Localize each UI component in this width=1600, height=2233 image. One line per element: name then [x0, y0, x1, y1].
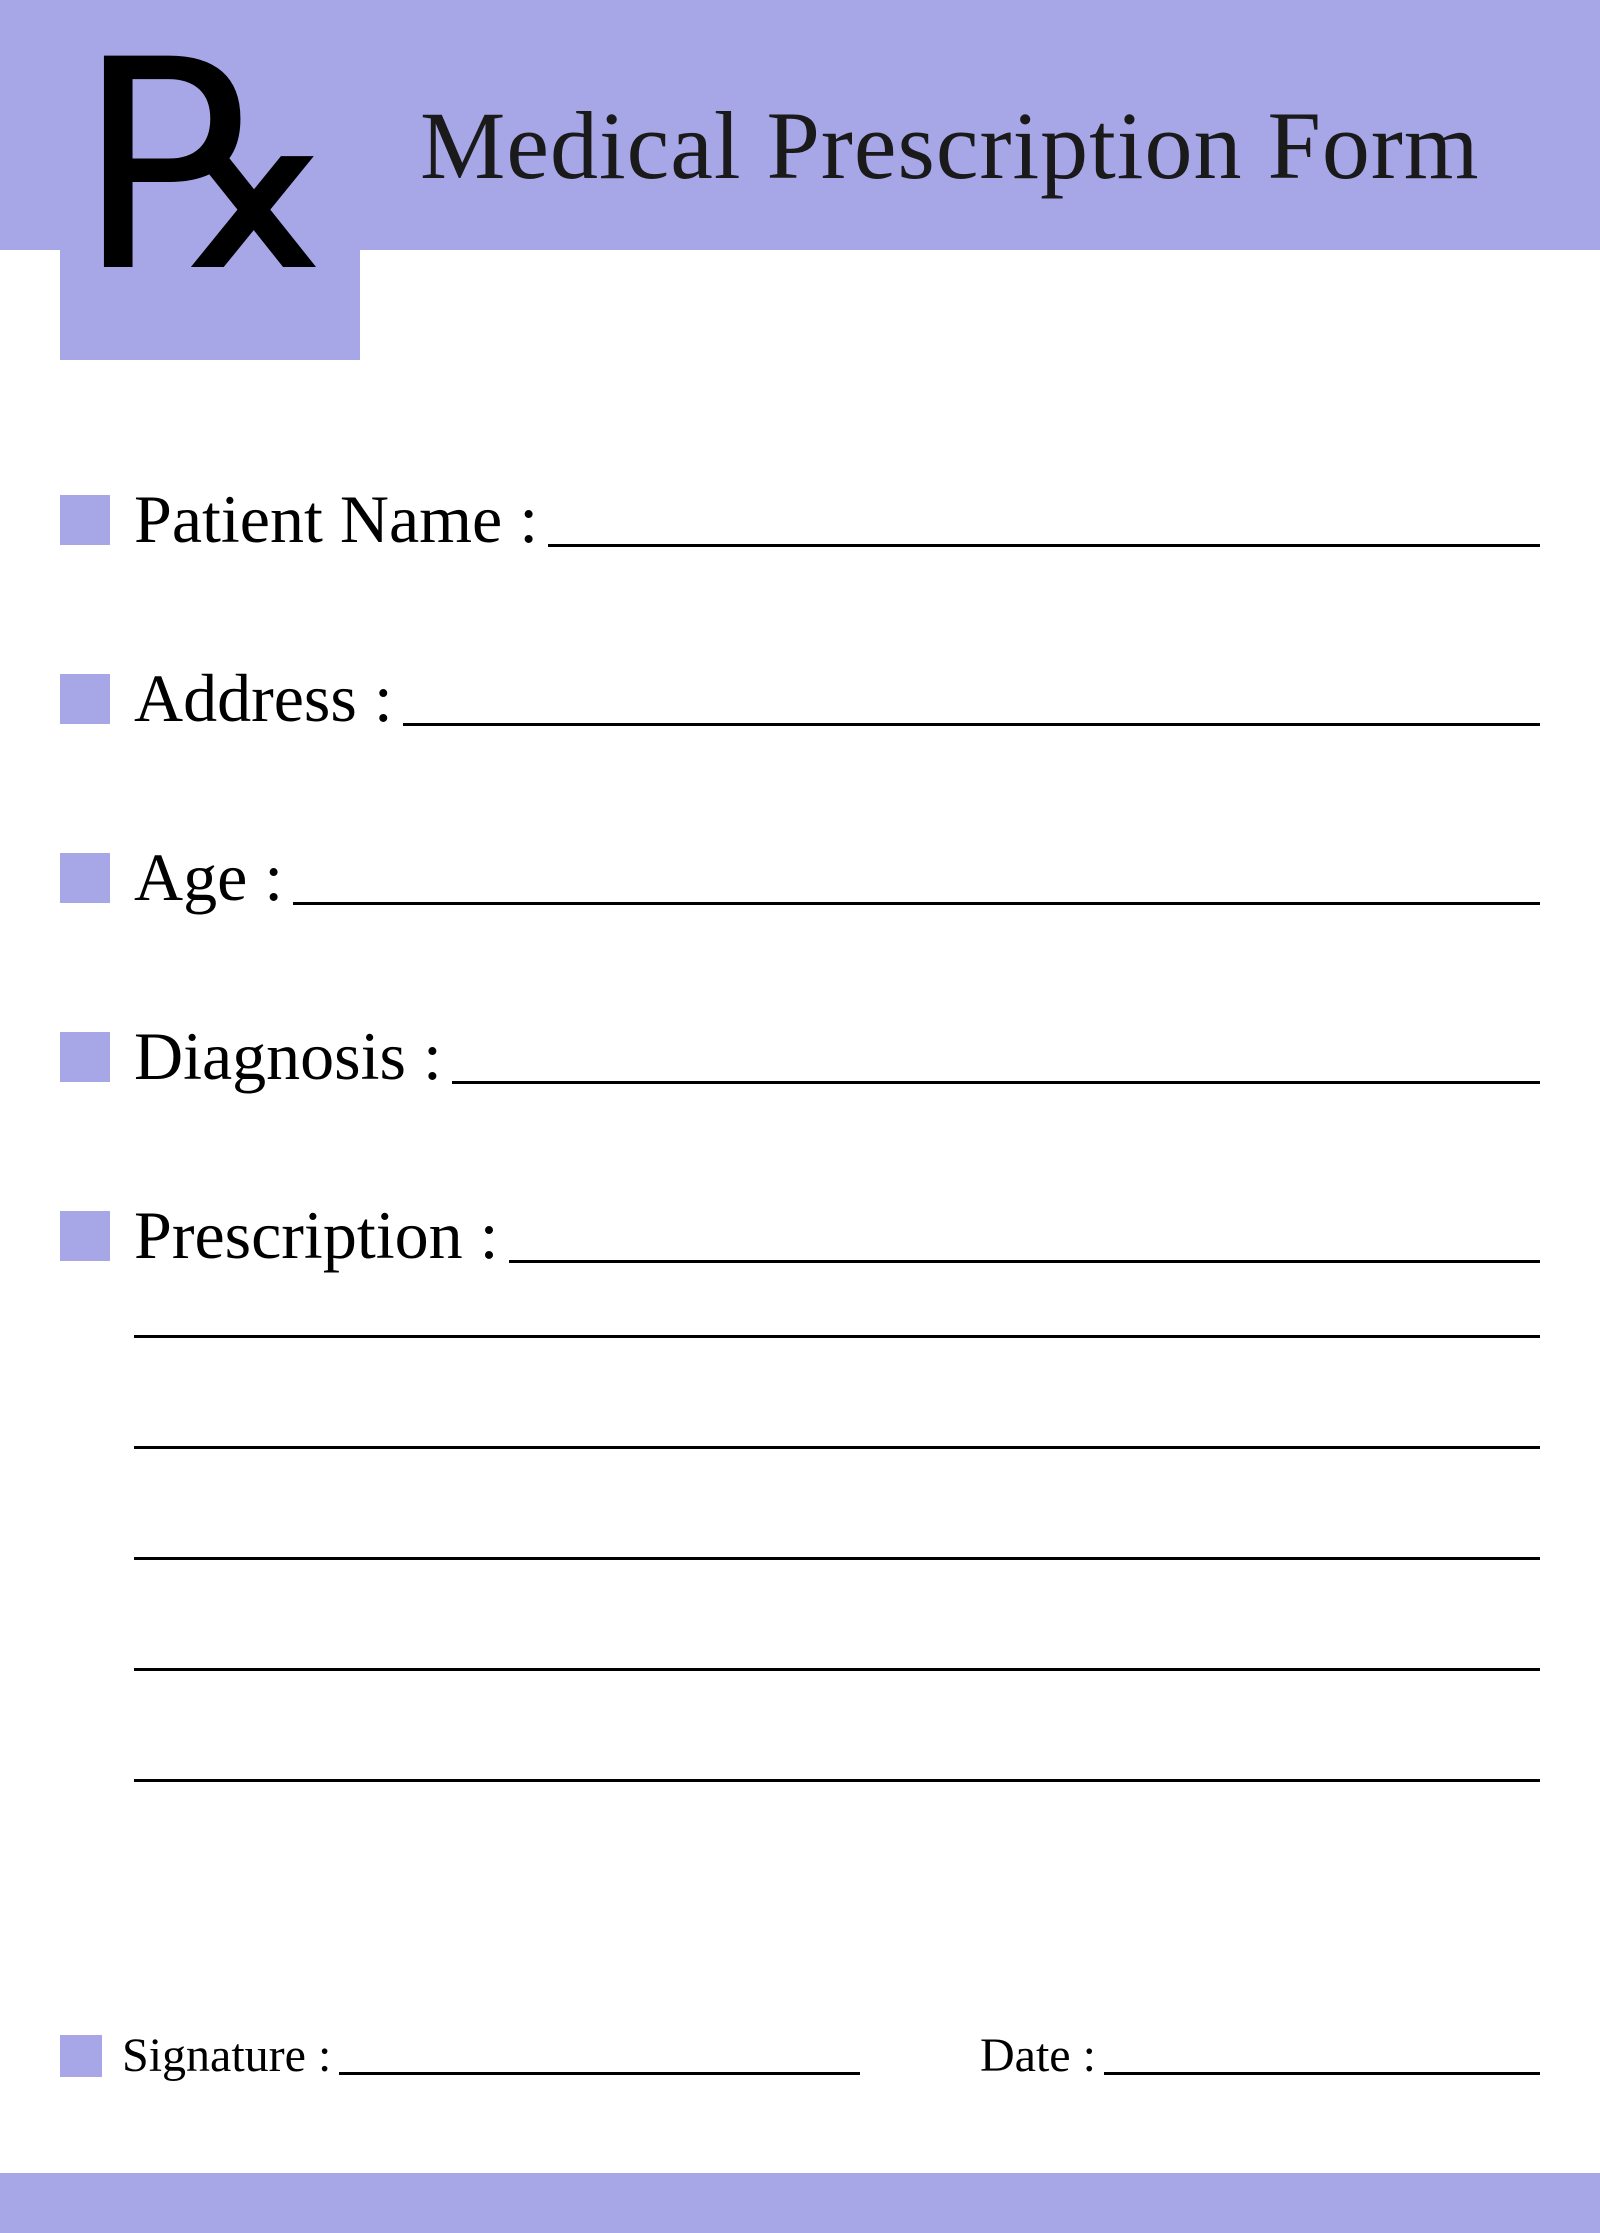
bullet-icon	[60, 495, 110, 545]
signature-input[interactable]	[339, 2072, 860, 2075]
patient-name-input[interactable]	[548, 544, 1540, 547]
prescription-extra-lines	[60, 1335, 1540, 1782]
bullet-icon	[60, 674, 110, 724]
patient-name-field: Patient Name :	[60, 480, 1540, 559]
diagnosis-field: Diagnosis :	[60, 1017, 1540, 1096]
diagnosis-input[interactable]	[452, 1081, 1540, 1084]
prescription-input-line-3[interactable]	[134, 1446, 1540, 1449]
diagnosis-label: Diagnosis :	[134, 1017, 442, 1096]
age-input[interactable]	[293, 902, 1540, 905]
prescription-input-line-5[interactable]	[134, 1668, 1540, 1671]
signature-label: Signature :	[122, 2028, 331, 2083]
date-field: Date :	[980, 2028, 1540, 2083]
form-title: Medical Prescription Form	[420, 90, 1479, 201]
prescription-input-line-6[interactable]	[134, 1779, 1540, 1782]
age-label: Age :	[134, 838, 283, 917]
bullet-icon	[60, 853, 110, 903]
form-body: Patient Name : Address : Age : Diagnosis…	[60, 480, 1540, 1890]
prescription-label: Prescription :	[134, 1196, 499, 1275]
date-input[interactable]	[1104, 2072, 1540, 2075]
address-field: Address :	[60, 659, 1540, 738]
prescription-form: ℞ Medical Prescription Form Patient Name…	[0, 0, 1600, 2233]
bullet-icon	[60, 2035, 102, 2077]
age-field: Age :	[60, 838, 1540, 917]
prescription-field: Prescription :	[60, 1196, 1540, 1275]
signature-field: Signature :	[60, 2028, 860, 2083]
address-input[interactable]	[403, 723, 1540, 726]
address-label: Address :	[134, 659, 393, 738]
prescription-input-line-2[interactable]	[134, 1335, 1540, 1338]
prescription-input-line-1[interactable]	[509, 1260, 1540, 1263]
footer-band	[0, 2173, 1600, 2233]
bullet-icon	[60, 1211, 110, 1261]
date-label: Date :	[980, 2028, 1096, 2083]
rx-icon: ℞	[80, 25, 340, 315]
footer-row: Signature : Date :	[60, 2028, 1540, 2083]
bullet-icon	[60, 1032, 110, 1082]
patient-name-label: Patient Name :	[134, 480, 538, 559]
rx-block: ℞	[60, 0, 360, 360]
prescription-input-line-4[interactable]	[134, 1557, 1540, 1560]
